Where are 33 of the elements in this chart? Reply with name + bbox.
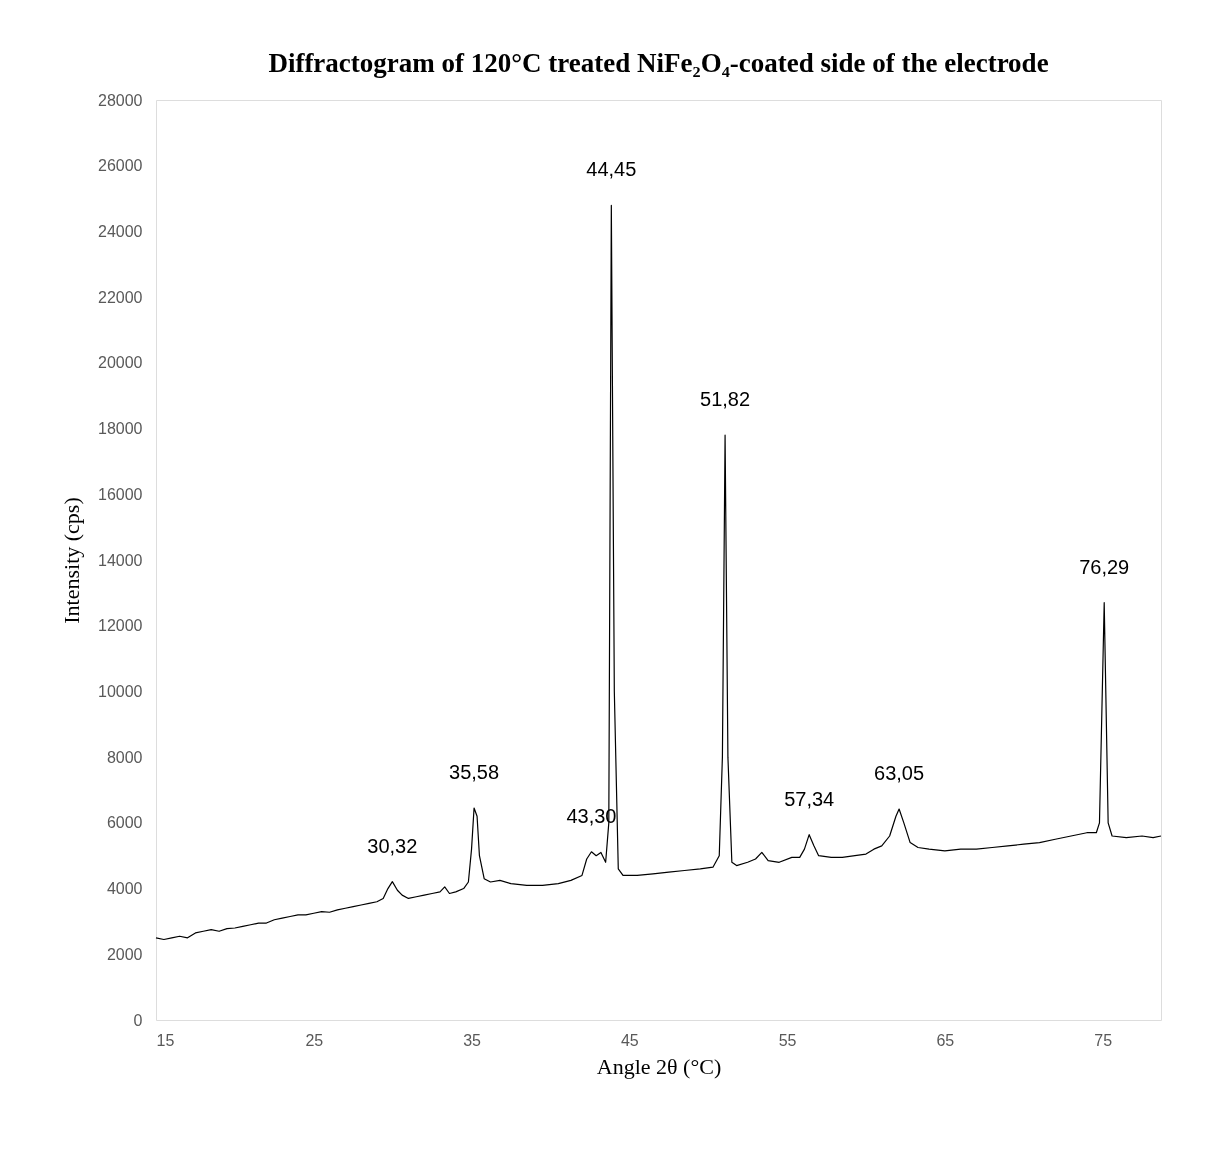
y-tick-label: 12000 <box>98 617 143 635</box>
y-tick-label: 14000 <box>98 551 143 569</box>
y-tick-label: 0 <box>133 1011 143 1029</box>
y-tick-label: 24000 <box>98 222 143 240</box>
x-axis-title: Angle 2θ (°C) <box>596 1053 722 1079</box>
x-tick-label: 55 <box>778 1031 797 1049</box>
y-axis-title: Intensity (cps) <box>59 497 85 624</box>
y-tick-label: 8000 <box>106 748 143 766</box>
y-tick-label: 18000 <box>98 420 143 438</box>
x-tick-label: 35 <box>463 1031 482 1049</box>
y-tick-label: 4000 <box>106 880 143 898</box>
y-tick-label: 20000 <box>98 354 143 372</box>
y-tick-label: 6000 <box>106 814 143 832</box>
annotation: 30,32 <box>367 834 418 857</box>
y-tick-label: 16000 <box>98 485 143 503</box>
y-tick-label: 10000 <box>98 682 143 700</box>
x-tick-label: 25 <box>305 1031 324 1049</box>
x-tick-label: 15 <box>156 1031 175 1049</box>
x-tick-label: 75 <box>1094 1031 1113 1049</box>
annotation: 57,34 <box>784 787 835 810</box>
x-tick-label: 65 <box>936 1031 955 1049</box>
y-tick-label: 2000 <box>106 945 143 963</box>
annotation: 35,58 <box>449 761 500 784</box>
chart-title: Diffractogram of 120°C treated NiFe₂O₄-coated side of the electrode <box>268 48 1049 78</box>
y-tick-label: 22000 <box>98 288 143 306</box>
y-tick-label: 26000 <box>98 157 143 175</box>
line-series <box>155 204 1162 941</box>
x-tick-label: 45 <box>620 1031 639 1049</box>
y-tick-label: 28000 <box>98 91 143 109</box>
annotation: 44,45 <box>586 158 637 181</box>
annotation: 51,82 <box>700 388 751 411</box>
annotation: 76,29 <box>1079 555 1130 578</box>
annotation: 63,05 <box>874 762 925 785</box>
